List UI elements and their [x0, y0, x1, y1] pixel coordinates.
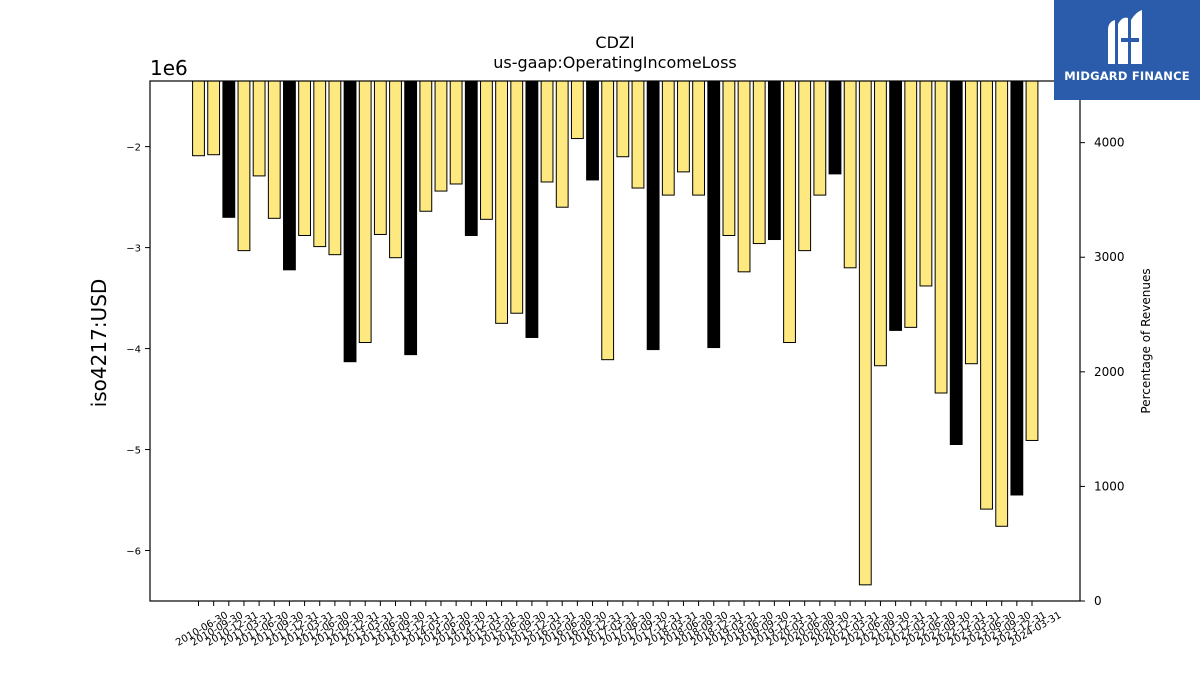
y2-tick-label: 2000 — [1094, 365, 1125, 379]
axes-group: 2010-06-302010-09-302010-12-312011-03-31… — [126, 80, 1125, 649]
bar — [267, 80, 281, 219]
bar — [237, 80, 251, 252]
y-tick-label: −5 — [126, 446, 141, 457]
bar — [207, 80, 221, 156]
bar — [737, 80, 751, 273]
y-tick-label: −4 — [126, 345, 141, 356]
bar — [283, 80, 296, 271]
bar — [980, 80, 993, 510]
bar — [752, 80, 766, 245]
y-axis-label: iso4217:USD — [87, 279, 111, 408]
bar — [555, 80, 569, 208]
y2-tick-label: 4000 — [1094, 136, 1125, 150]
y2-tick-label: 3000 — [1094, 250, 1125, 264]
bar — [373, 80, 387, 235]
bar — [328, 80, 342, 256]
bar — [949, 80, 963, 445]
bar — [343, 80, 357, 363]
bar — [192, 80, 205, 157]
plot-frame — [149, 80, 1081, 602]
bar — [692, 80, 706, 196]
bar — [964, 80, 978, 365]
bar — [358, 80, 372, 344]
bars-group — [192, 80, 1039, 586]
bar — [707, 80, 721, 349]
bar — [631, 80, 645, 189]
bar — [843, 80, 857, 269]
bar — [798, 80, 812, 252]
bar — [616, 80, 630, 158]
bar — [480, 80, 493, 220]
y2-tick-label: 0 — [1094, 594, 1102, 608]
bar — [570, 80, 584, 140]
bar — [601, 80, 615, 361]
bar — [722, 80, 736, 236]
bar — [934, 80, 948, 394]
bar — [858, 80, 872, 586]
bar — [828, 80, 842, 175]
y-tick-label: −3 — [126, 244, 141, 255]
bar — [919, 80, 933, 287]
bar — [434, 80, 448, 192]
midgard-logo-icon — [1108, 10, 1142, 65]
bar — [298, 80, 311, 236]
bar — [1010, 80, 1024, 496]
chart-subtitle: us-gaap:OperatingIncomeLoss — [493, 53, 737, 72]
bar — [661, 80, 675, 196]
bar — [510, 80, 524, 314]
bar — [449, 80, 463, 185]
bar — [464, 80, 478, 236]
bar — [525, 80, 539, 338]
bar — [252, 80, 266, 177]
bar — [646, 80, 660, 351]
bar — [677, 80, 690, 173]
bar — [904, 80, 918, 328]
y2-axis-label: Percentage of Revenues — [1139, 268, 1153, 413]
bar — [1025, 80, 1039, 441]
y-offset-label: 1e6 — [150, 56, 188, 80]
bar — [495, 80, 508, 324]
y-tick-label: −2 — [126, 143, 141, 154]
bar — [389, 80, 402, 259]
bar — [540, 80, 554, 183]
bar — [767, 80, 781, 241]
bar — [874, 80, 887, 367]
brand-name: MIDGARD FINANCE — [1064, 69, 1190, 83]
brand-logo: MIDGARD FINANCE — [1054, 0, 1200, 100]
bar — [419, 80, 433, 212]
chart-title: CDZI — [595, 33, 634, 52]
bar — [313, 80, 327, 248]
bar — [404, 80, 418, 356]
y2-tick-label: 1000 — [1094, 479, 1125, 493]
bar — [813, 80, 827, 196]
y-tick-label: −6 — [126, 547, 141, 558]
bar — [222, 80, 236, 218]
bar — [783, 80, 796, 344]
bar — [995, 80, 1009, 527]
bar — [889, 80, 903, 331]
bar — [586, 80, 599, 181]
